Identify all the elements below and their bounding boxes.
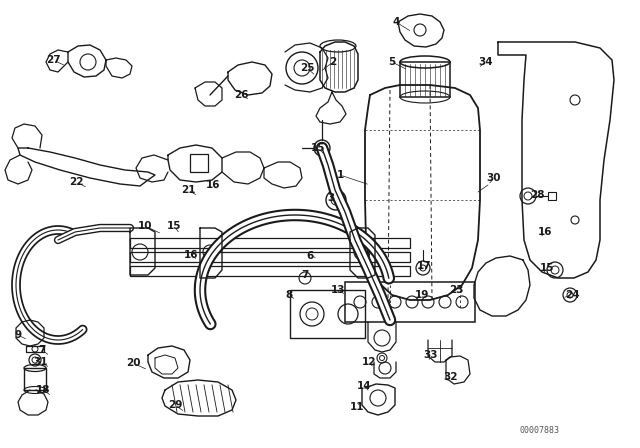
Text: 1: 1 <box>337 170 344 180</box>
Text: 28: 28 <box>530 190 544 200</box>
Text: 6: 6 <box>307 251 314 261</box>
Text: 5: 5 <box>388 57 396 67</box>
Text: 4: 4 <box>392 17 400 27</box>
Text: 18: 18 <box>36 385 51 395</box>
Text: 12: 12 <box>362 357 376 367</box>
Text: 34: 34 <box>479 57 493 67</box>
Text: 7: 7 <box>301 270 308 280</box>
Text: 16: 16 <box>538 227 552 237</box>
Text: 21: 21 <box>180 185 195 195</box>
Bar <box>130 266 410 276</box>
Text: 10: 10 <box>138 221 152 231</box>
Text: 3: 3 <box>328 193 335 203</box>
Text: 15: 15 <box>311 143 325 153</box>
Text: 00007883: 00007883 <box>520 426 560 435</box>
Text: 33: 33 <box>424 350 438 360</box>
Text: 9: 9 <box>15 330 22 340</box>
Text: 19: 19 <box>415 290 429 300</box>
Text: 14: 14 <box>356 381 371 391</box>
Text: 17: 17 <box>417 261 431 271</box>
Bar <box>400 62 450 97</box>
Text: 20: 20 <box>125 358 140 368</box>
Text: 16: 16 <box>184 250 198 260</box>
Text: 26: 26 <box>234 90 248 100</box>
Bar <box>130 238 410 248</box>
Text: 31: 31 <box>34 357 48 367</box>
Bar <box>548 192 556 200</box>
Bar <box>130 252 410 262</box>
Text: 25: 25 <box>300 63 314 73</box>
Text: 15: 15 <box>167 221 181 231</box>
Bar <box>190 154 208 172</box>
Text: 22: 22 <box>68 177 83 187</box>
Text: 2: 2 <box>330 57 337 67</box>
Bar <box>290 290 365 338</box>
Text: 16: 16 <box>205 180 220 190</box>
Text: 29: 29 <box>168 400 182 410</box>
Text: 11: 11 <box>349 402 364 412</box>
Text: 27: 27 <box>45 55 60 65</box>
Text: 24: 24 <box>564 290 579 300</box>
Text: 13: 13 <box>331 285 345 295</box>
Bar <box>24 368 46 390</box>
Text: 8: 8 <box>285 290 292 300</box>
Bar <box>345 282 475 322</box>
Text: 15: 15 <box>540 263 554 273</box>
Text: 7: 7 <box>38 345 45 355</box>
Text: 30: 30 <box>487 173 501 183</box>
Text: 32: 32 <box>444 372 458 382</box>
Text: 23: 23 <box>449 285 463 295</box>
